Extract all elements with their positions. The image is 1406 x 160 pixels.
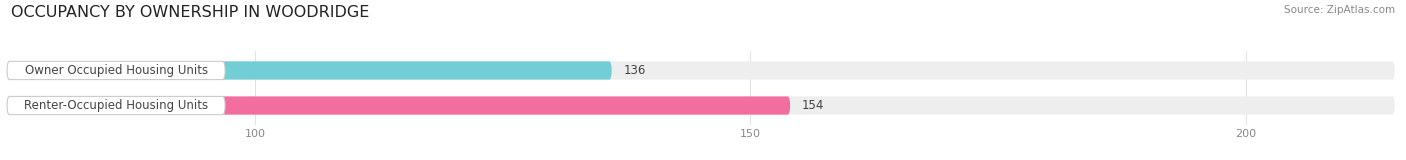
Text: OCCUPANCY BY OWNERSHIP IN WOODRIDGE: OCCUPANCY BY OWNERSHIP IN WOODRIDGE (11, 5, 370, 20)
Text: Source: ZipAtlas.com: Source: ZipAtlas.com (1284, 5, 1395, 15)
FancyBboxPatch shape (7, 96, 225, 115)
FancyBboxPatch shape (7, 61, 1395, 80)
Text: 136: 136 (624, 64, 645, 77)
Text: Renter-Occupied Housing Units: Renter-Occupied Housing Units (24, 99, 208, 112)
Text: 154: 154 (801, 99, 824, 112)
FancyBboxPatch shape (7, 61, 612, 80)
FancyBboxPatch shape (7, 96, 790, 115)
FancyBboxPatch shape (7, 96, 1395, 115)
Text: Owner Occupied Housing Units: Owner Occupied Housing Units (24, 64, 208, 77)
FancyBboxPatch shape (7, 61, 225, 80)
